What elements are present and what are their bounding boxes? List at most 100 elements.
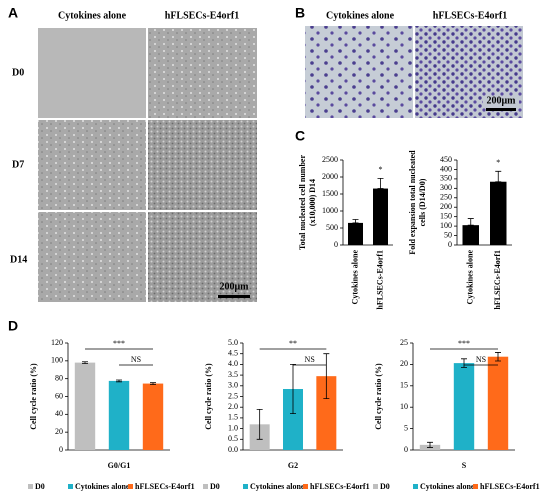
bar: [348, 222, 363, 245]
x-tick-label: Cytokines alone: [350, 250, 359, 305]
error-bar: [352, 219, 359, 224]
micrograph: [38, 212, 146, 302]
legend-swatch: [373, 484, 378, 489]
y-tick-label: 10: [400, 402, 408, 411]
significance: NS: [305, 355, 315, 364]
y-tick-label: 4.0: [228, 359, 238, 368]
error-bar: [82, 361, 88, 364]
y-tick-label: 80: [55, 373, 63, 382]
micrograph: [148, 120, 257, 210]
scale-bar-label: 200μm: [487, 95, 517, 106]
column-header: Cytokines alone: [326, 10, 395, 21]
error-bar: [150, 382, 156, 385]
column-header: Cytokines alone: [58, 10, 127, 21]
y-tick-label: 25: [400, 338, 408, 347]
y-tick-label: 0.0: [228, 445, 238, 454]
scale-bar: [218, 295, 250, 298]
y-tick-label: 150: [440, 211, 452, 220]
column-header: hFLSECs-E4orf1: [433, 10, 507, 21]
legend-swatch: [68, 484, 73, 489]
y-tick-label: 0: [404, 445, 408, 454]
y-tick-label: 2500: [322, 155, 338, 164]
legend-swatch: [303, 484, 308, 489]
error-bar: [427, 441, 433, 448]
y-tick-label: 50: [444, 230, 452, 239]
column-header: hFLSECs-E4orf1: [165, 10, 239, 21]
bar: [142, 383, 164, 450]
y-tick-label: 1.0: [228, 423, 238, 432]
legend-swatch: [413, 484, 418, 489]
bar: [490, 181, 507, 245]
y-tick-label: 350: [440, 174, 452, 183]
micrograph: [38, 120, 146, 210]
y-tick-label: 0: [448, 240, 452, 249]
scale-bar: [486, 108, 516, 111]
row-label: D7: [12, 159, 24, 170]
error-bar: [116, 379, 122, 383]
y-axis-label: Cell cycle ratio (%): [374, 363, 383, 430]
y-axis-label: (x10,000) D14: [308, 179, 317, 226]
error-bar: [377, 177, 384, 189]
significance: **: [289, 339, 297, 348]
y-tick-label: 100: [51, 356, 63, 365]
panel-label: C: [295, 128, 305, 144]
y-tick-label: 120: [51, 338, 63, 347]
significance: ***: [458, 339, 470, 348]
legend-label: hFLSECs-E4orf1: [480, 482, 540, 491]
y-tick-label: 300: [440, 183, 452, 192]
y-tick-label: 250: [440, 193, 452, 202]
legend-label: Cytokines alone: [250, 482, 305, 491]
legend-label: hFLSECs-E4orf1: [310, 482, 370, 491]
chart-title: G2: [288, 461, 298, 470]
legend-swatch: [28, 484, 33, 489]
scale-bg: [483, 96, 519, 108]
y-tick-label: 4.5: [228, 349, 238, 358]
y-axis-label: Total nucleated cell number: [298, 155, 307, 250]
legend-label: D0: [210, 482, 220, 491]
y-tick-label: 5.0: [228, 338, 238, 347]
y-tick-label: 1.5: [228, 413, 238, 422]
y-tick-label: 200: [440, 202, 452, 211]
row-label: D14: [10, 254, 27, 265]
y-axis-label: Fold expansion total nucleated: [408, 150, 417, 255]
legend-swatch: [473, 484, 478, 489]
micrograph: [38, 28, 146, 118]
micrograph: [148, 28, 257, 118]
y-tick-label: 100: [440, 221, 452, 230]
significance: *: [496, 158, 500, 167]
y-tick-label: 0: [334, 240, 338, 249]
panel-label: A: [8, 5, 18, 21]
error-bar: [461, 358, 467, 368]
y-tick-label: 500: [326, 223, 338, 232]
panel-label: B: [295, 5, 305, 21]
y-tick-label: 20: [400, 359, 408, 368]
scale-bar-label: 200μm: [220, 281, 250, 292]
chart-title: S: [462, 461, 467, 470]
error-bar: [290, 364, 296, 415]
error-bar: [467, 218, 474, 226]
y-tick-label: 1000: [322, 206, 338, 215]
legend-label: Cytokines alone: [75, 482, 130, 491]
y-axis-label: Cell cycle ratio (%): [29, 363, 38, 430]
y-axis-label: cells (D14/D0): [418, 178, 427, 226]
legend-label: D0: [35, 482, 45, 491]
significance: ***: [113, 339, 125, 348]
bar: [316, 376, 337, 450]
y-tick-label: 40: [55, 409, 63, 418]
y-tick-label: 60: [55, 391, 63, 400]
x-tick-label: Cytokines alone: [466, 250, 475, 305]
y-tick-label: 0.5: [228, 434, 238, 443]
legend-label: Cytokines alone: [420, 482, 475, 491]
bar: [108, 380, 130, 450]
y-tick-label: 1500: [322, 189, 338, 198]
error-bar: [323, 353, 330, 400]
error-bar: [256, 408, 263, 440]
y-tick-label: 5: [404, 423, 408, 432]
x-tick-label: hFLSECs-E4orf1: [493, 250, 502, 310]
micrograph: [305, 26, 413, 118]
y-tick-label: 0: [59, 445, 63, 454]
legend-label: D0: [380, 482, 390, 491]
legend-label: hFLSECs-E4orf1: [135, 482, 195, 491]
bar: [487, 356, 509, 450]
